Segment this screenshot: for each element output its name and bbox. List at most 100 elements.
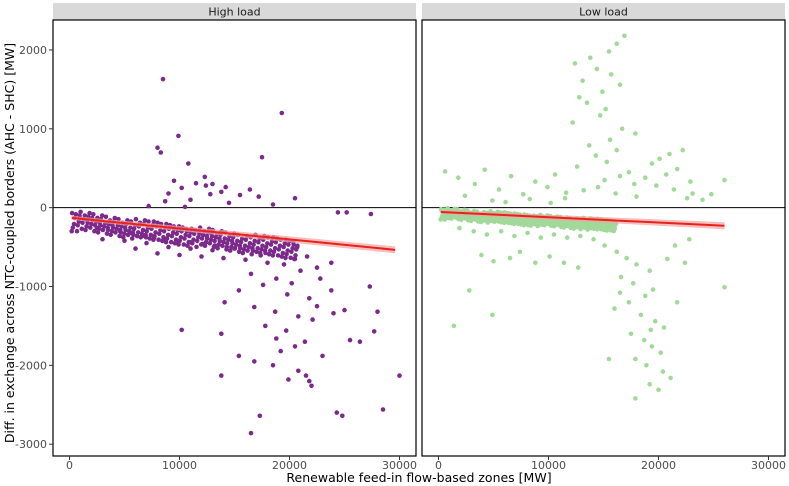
data-point (272, 309, 278, 315)
data-point (476, 217, 482, 222)
data-point (456, 216, 461, 222)
data-point (222, 236, 227, 241)
data-point (188, 246, 193, 251)
data-point (575, 265, 581, 270)
data-point (143, 235, 149, 240)
data-point (654, 183, 659, 188)
data-point (70, 225, 76, 230)
data-point (283, 255, 288, 261)
data-point (87, 210, 92, 216)
data-point (274, 336, 279, 341)
data-point (690, 191, 695, 196)
data-point (219, 189, 224, 195)
data-point (110, 225, 116, 230)
data-point (131, 232, 136, 238)
data-point (241, 247, 247, 252)
data-point (589, 225, 594, 231)
data-point (688, 179, 693, 184)
data-point (486, 218, 491, 223)
data-point (152, 233, 157, 239)
data-point (282, 241, 288, 246)
data-point (606, 356, 612, 362)
data-point (254, 249, 259, 255)
data-point (638, 312, 644, 318)
data-point (89, 221, 94, 227)
data-point (562, 195, 568, 201)
data-point (304, 254, 310, 259)
data-point (272, 245, 278, 251)
data-point (69, 228, 74, 234)
data-point (309, 383, 314, 389)
data-point (303, 373, 309, 378)
data-point (517, 249, 523, 255)
data-point (270, 253, 276, 258)
data-point (440, 213, 445, 218)
data-point (219, 373, 224, 378)
data-point (95, 230, 101, 235)
data-point (134, 233, 140, 239)
data-point (602, 225, 608, 230)
data-point (69, 210, 75, 216)
data-point (257, 413, 263, 419)
data-point (113, 230, 118, 235)
data-point (499, 217, 505, 223)
y-tick-label: -3000 (15, 438, 47, 451)
data-point (505, 220, 511, 225)
data-point (226, 200, 232, 206)
data-point (296, 314, 301, 319)
data-point (283, 328, 289, 333)
data-point (657, 156, 662, 162)
data-point (220, 243, 225, 249)
data-point (92, 222, 98, 228)
data-point (200, 232, 206, 238)
data-point (608, 72, 614, 77)
y-axis-title: Diff. in exchange across NTC-coupled bor… (2, 43, 17, 443)
data-point (127, 228, 132, 234)
data-point (508, 173, 514, 179)
data-point (573, 222, 578, 227)
data-point (105, 225, 110, 230)
data-point (680, 147, 685, 153)
data-point (229, 244, 234, 250)
data-point (375, 309, 380, 315)
x-tick-label: 30000 (751, 459, 786, 472)
data-point (210, 181, 215, 187)
data-point (179, 185, 184, 191)
data-point (509, 218, 515, 224)
panel-title-high-load: High load (208, 6, 260, 19)
data-point (583, 223, 588, 228)
data-point (84, 224, 89, 229)
data-point (169, 233, 175, 239)
data-point (148, 232, 154, 238)
data-point (245, 248, 250, 253)
panel-title-low-load: Low load (579, 6, 628, 19)
data-point (100, 227, 106, 233)
data-point (215, 245, 220, 251)
data-point (122, 231, 127, 236)
data-point (674, 166, 680, 172)
data-point (108, 232, 113, 238)
data-point (577, 95, 582, 100)
data-point (252, 359, 257, 364)
data-point (649, 344, 655, 349)
data-point (687, 236, 692, 242)
data-point (129, 236, 135, 241)
data-point (614, 147, 619, 153)
data-point (208, 237, 214, 242)
data-point (649, 161, 655, 166)
data-point (271, 249, 277, 255)
data-point (602, 243, 607, 248)
panel-border-low-load (421, 19, 786, 457)
data-point (307, 378, 312, 384)
data-point (457, 225, 462, 231)
data-point (118, 230, 124, 235)
data-point (91, 212, 96, 217)
data-point (344, 210, 350, 215)
data-point (647, 382, 652, 387)
data-point (275, 253, 281, 258)
data-point (209, 233, 215, 239)
data-point (131, 226, 137, 232)
data-point (538, 235, 544, 240)
data-point (584, 100, 590, 106)
